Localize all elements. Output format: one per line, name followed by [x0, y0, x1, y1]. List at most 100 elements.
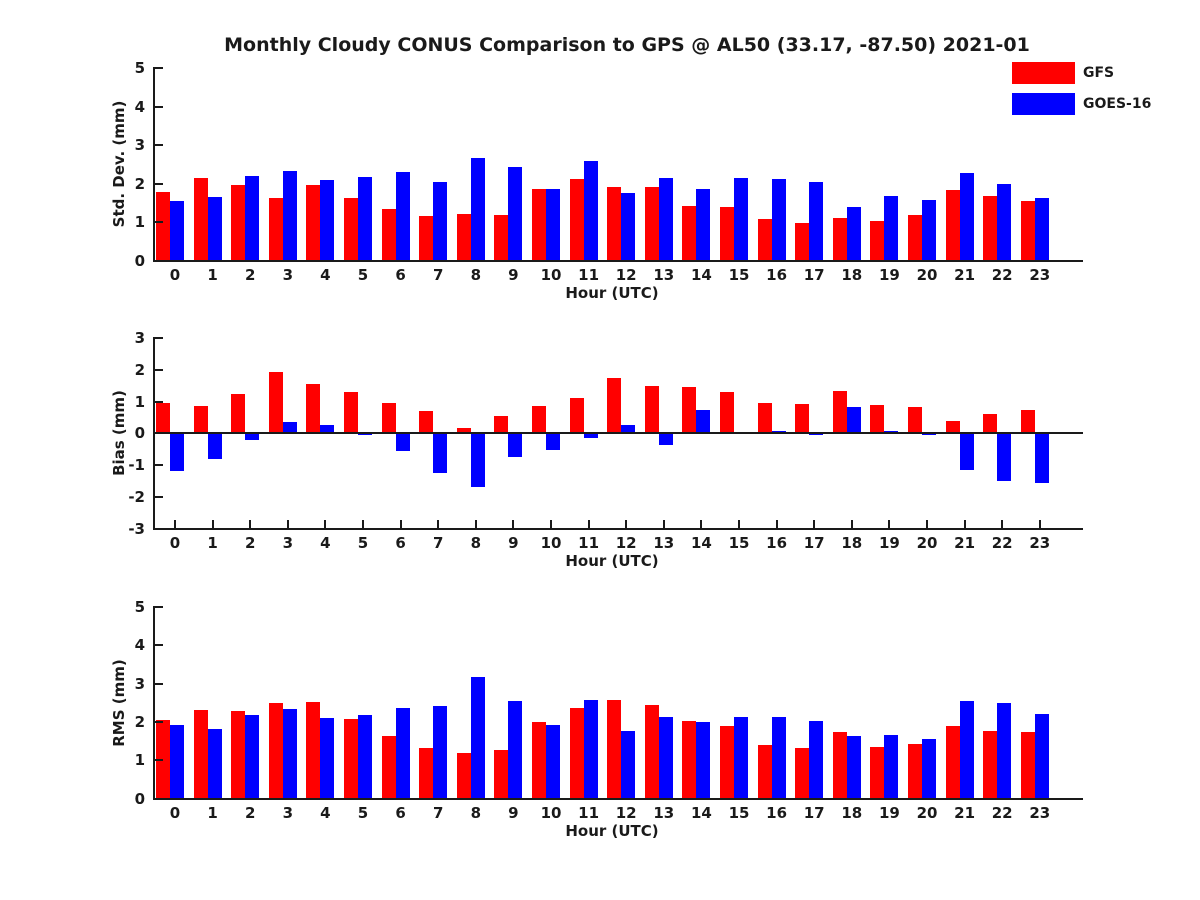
bar-goes16-h2	[245, 433, 260, 440]
x-axis-line	[153, 797, 1083, 800]
bar-gfs-h1	[193, 405, 208, 434]
hour-tick-label: 3	[282, 534, 294, 552]
hour-tick-label: 22	[991, 534, 1013, 552]
y-tick-label: 1	[134, 751, 145, 770]
bar-gfs-h0	[156, 720, 170, 799]
hour-tick-label: 20	[916, 804, 938, 822]
hour-tick-label: 9	[508, 266, 519, 284]
bar-gfs-h21	[945, 189, 960, 261]
bar-gfs-h4	[306, 384, 321, 434]
y-tick	[155, 144, 163, 146]
bar-gfs-h8	[456, 427, 471, 434]
bar-gfs-h2	[231, 393, 246, 434]
bar-goes16-h14	[696, 410, 711, 434]
bar-goes16-h18	[846, 407, 861, 434]
bar-gfs-h7	[419, 747, 434, 799]
bar-goes16-h9	[508, 701, 523, 799]
x-tick	[738, 519, 740, 528]
bar-goes16-h1	[207, 433, 222, 460]
y-tick	[155, 720, 163, 723]
hour-tick-label: 12	[615, 804, 637, 822]
x-tick	[850, 519, 853, 528]
y-tick	[155, 400, 163, 403]
bar-goes16-h14	[696, 188, 711, 261]
y-tick	[155, 606, 163, 608]
bar-goes16-h10	[546, 725, 560, 799]
hour-tick-label: 5	[357, 266, 369, 284]
hour-tick-label: 16	[766, 804, 788, 822]
legend-label-gfs: GFS	[1083, 65, 1115, 81]
bar-gfs-h5	[344, 392, 358, 434]
y-tick-label: -2	[128, 488, 145, 506]
bar-goes16-h0	[170, 724, 184, 799]
bar-goes16-h17	[809, 720, 824, 799]
hour-tick-label: 21	[954, 266, 976, 284]
bar-goes16-h13	[658, 716, 673, 799]
y-tick-label: 1	[134, 213, 145, 231]
bar-goes16-h18	[846, 735, 861, 799]
y-tick-label: -1	[128, 456, 145, 475]
bar-goes16-h6	[395, 707, 410, 799]
hour-tick-label: 15	[728, 804, 750, 822]
hour-tick-label: 20	[916, 266, 938, 284]
rms-y-axis-label: RMS (mm)	[110, 659, 128, 747]
bar-gfs-h14	[682, 206, 697, 261]
y-tick	[155, 496, 163, 498]
y-axis-line	[153, 67, 155, 262]
x-tick	[286, 519, 289, 528]
bar-gfs-h9	[494, 415, 509, 434]
y-axis-line	[153, 606, 155, 800]
x-tick	[399, 519, 402, 528]
hour-tick-label: 13	[653, 266, 675, 284]
bar-goes16-h2	[245, 175, 260, 261]
hour-tick-label: 0	[169, 804, 181, 822]
x-tick	[362, 519, 364, 528]
legend-swatch-goes16	[1012, 93, 1075, 115]
hour-tick-label: 13	[653, 534, 675, 552]
hour-tick-label: 8	[470, 804, 482, 822]
hour-tick-label: 5	[357, 804, 369, 822]
hour-tick-label: 11	[578, 534, 600, 552]
bar-gfs-h13	[644, 186, 659, 261]
bar-gfs-h18	[832, 391, 847, 434]
bar-gfs-h3	[268, 702, 283, 799]
hour-tick-label: 8	[470, 266, 482, 284]
hour-tick-label: 7	[432, 534, 444, 552]
bar-goes16-h0	[170, 200, 184, 261]
bar-goes16-h21	[959, 433, 974, 470]
chart-title: Monthly Cloudy CONUS Comparison to GPS @…	[224, 34, 1030, 56]
bar-gfs-h10	[532, 406, 546, 434]
bar-goes16-h9	[508, 433, 523, 458]
bar-goes16-h0	[170, 433, 184, 471]
bar-gfs-h0	[156, 402, 170, 434]
hour-tick-label: 18	[841, 534, 863, 552]
bar-gfs-h12	[607, 186, 622, 261]
bar-gfs-h5	[344, 198, 358, 261]
hour-tick-label: 14	[690, 266, 712, 284]
hour-tick-label: 7	[432, 804, 444, 822]
bar-goes16-h10	[546, 189, 560, 261]
bar-gfs-h16	[757, 744, 772, 799]
y-tick	[155, 182, 163, 185]
bar-gfs-h19	[870, 746, 885, 799]
bar-goes16-h5	[358, 715, 372, 799]
hour-tick-label: 6	[395, 804, 406, 822]
y-tick-label: 4	[134, 636, 145, 655]
x-tick	[550, 519, 552, 528]
hour-tick-label: 20	[916, 534, 938, 552]
hour-tick-label: 14	[690, 804, 712, 822]
y-tick	[155, 644, 163, 647]
y-tick	[155, 105, 163, 108]
hour-tick-label: 18	[841, 804, 863, 822]
bar-gfs-h1	[193, 710, 208, 799]
bar-goes16-h11	[583, 161, 598, 261]
bar-gfs-h10	[532, 189, 546, 261]
y-tick	[155, 221, 163, 223]
hour-tick-label: 1	[207, 804, 218, 822]
bar-gfs-h15	[720, 392, 734, 434]
hour-tick-label: 13	[653, 804, 675, 822]
bar-gfs-h11	[569, 398, 584, 434]
hour-tick-label: 14	[690, 534, 712, 552]
bar-gfs-h13	[644, 385, 659, 434]
x-tick	[437, 519, 440, 528]
